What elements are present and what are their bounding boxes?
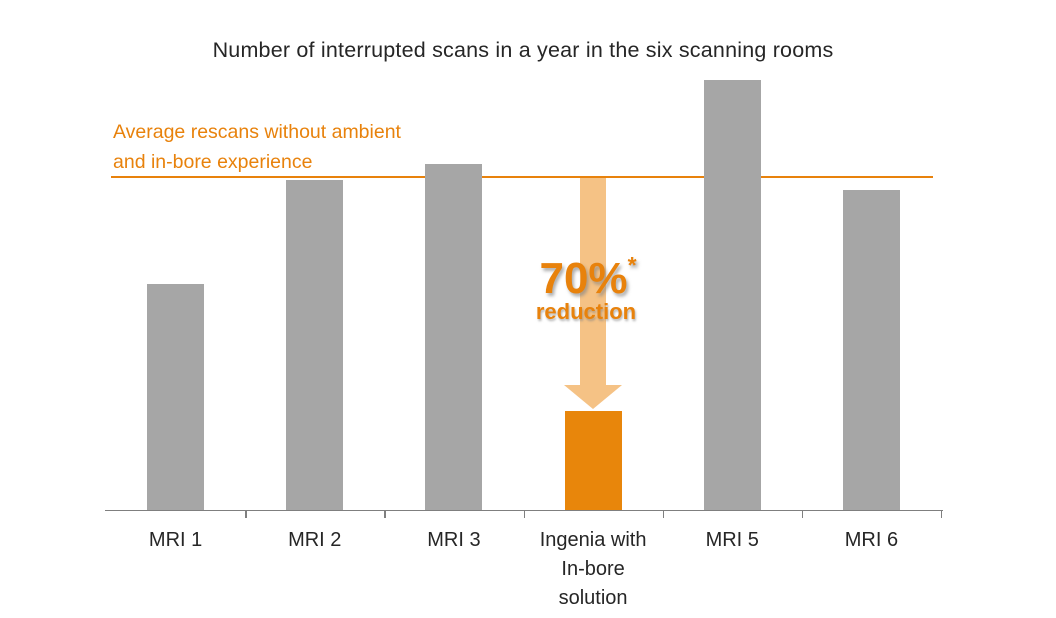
bar xyxy=(703,80,761,511)
reference-line xyxy=(111,176,933,178)
category-label: MRI 3 xyxy=(427,529,481,551)
reduction-percentage-value: 70% xyxy=(539,254,628,303)
bar-highlight xyxy=(564,411,622,511)
bar xyxy=(425,164,483,511)
axis-tick xyxy=(941,511,943,518)
x-axis-line xyxy=(105,510,943,512)
bar xyxy=(147,284,205,511)
axis-tick xyxy=(523,511,525,518)
reference-line-label-line1: Average rescans without ambient xyxy=(113,121,401,143)
axis-tick xyxy=(245,511,247,518)
category-label: Ingenia with In-bore solution xyxy=(539,529,647,609)
footnote-asterisk: * xyxy=(627,252,637,278)
axis-tick xyxy=(662,511,665,518)
category-label: MRI 6 xyxy=(844,529,899,551)
category-label: MRI 2 xyxy=(288,529,342,551)
category-label: MRI 1 xyxy=(148,529,203,551)
chart-title: Number of interrupted scans in a year in… xyxy=(212,38,834,62)
axis-tick xyxy=(801,511,804,518)
reduction-label: reduction xyxy=(535,299,637,324)
reference-line-label: Average rescans without ambient and in-b… xyxy=(113,117,401,177)
reduction-arrow-icon xyxy=(564,178,622,409)
bar xyxy=(286,180,344,511)
reduction-percentage: 70%* xyxy=(500,240,676,304)
reference-line-label-line2: and in-bore experience xyxy=(113,151,313,173)
category-label: MRI 5 xyxy=(705,529,759,551)
axis-tick xyxy=(384,511,386,518)
bar xyxy=(842,190,900,511)
